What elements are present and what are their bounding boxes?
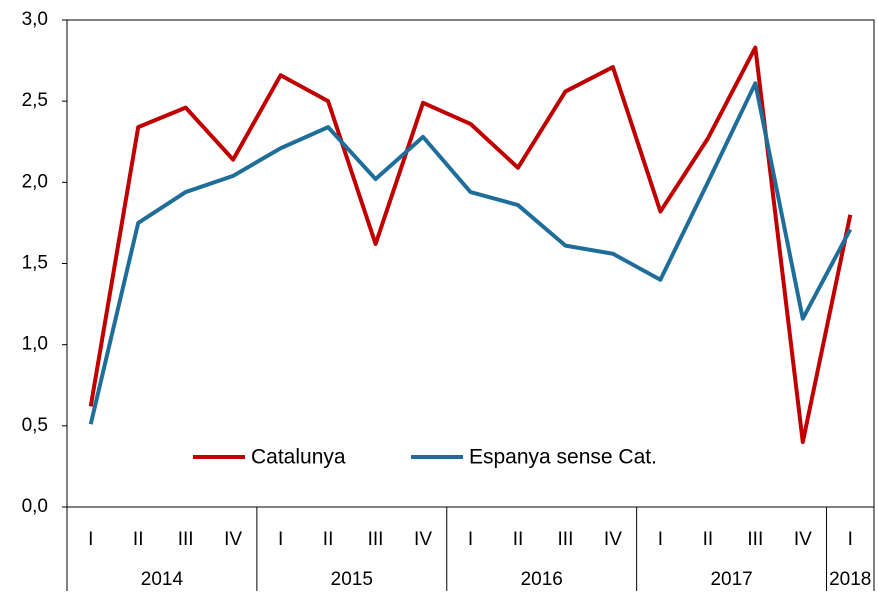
y-tick-label: 0,0: [22, 496, 48, 517]
x-tick-label: II: [323, 529, 334, 550]
x-tick-label: III: [747, 529, 763, 550]
x-tick-label: IV: [794, 529, 812, 550]
plot-frame: [66, 19, 875, 508]
x-tick-label: IV: [604, 529, 622, 550]
y-tick-label: 0,5: [22, 415, 48, 436]
x-tick-label: I: [848, 529, 853, 550]
series-line: [88, 81, 853, 425]
y-tick-label: 1,5: [22, 253, 48, 274]
x-tick-label: III: [558, 529, 574, 550]
y-tick-label: 2,5: [22, 90, 48, 111]
x-tick-label: III: [368, 529, 384, 550]
series-line: [88, 45, 853, 445]
x-tick-label: II: [513, 529, 524, 550]
x-tick-label: II: [703, 529, 714, 550]
x-tick-label: II: [133, 529, 144, 550]
x-tick-label: IV: [224, 529, 242, 550]
y-tick-label: 1,0: [22, 334, 48, 355]
x-tick-label: III: [178, 529, 194, 550]
x-tick-label: I: [88, 529, 93, 550]
group-label: 2017: [710, 569, 752, 590]
legend-label: Catalunya: [251, 446, 346, 469]
x-tick-label: I: [468, 529, 473, 550]
y-tick-label: 2,0: [22, 171, 48, 192]
legend-label: Espanya sense Cat.: [469, 446, 657, 469]
group-label: 2014: [141, 569, 184, 590]
group-label: 2016: [521, 569, 563, 590]
group-label: 2018: [829, 569, 871, 590]
x-tick-label: IV: [414, 529, 432, 550]
y-tick-label: 3,0: [22, 9, 48, 30]
group-label: 2015: [331, 569, 373, 590]
x-tick-label: I: [278, 529, 283, 550]
x-tick-label: I: [658, 529, 663, 550]
